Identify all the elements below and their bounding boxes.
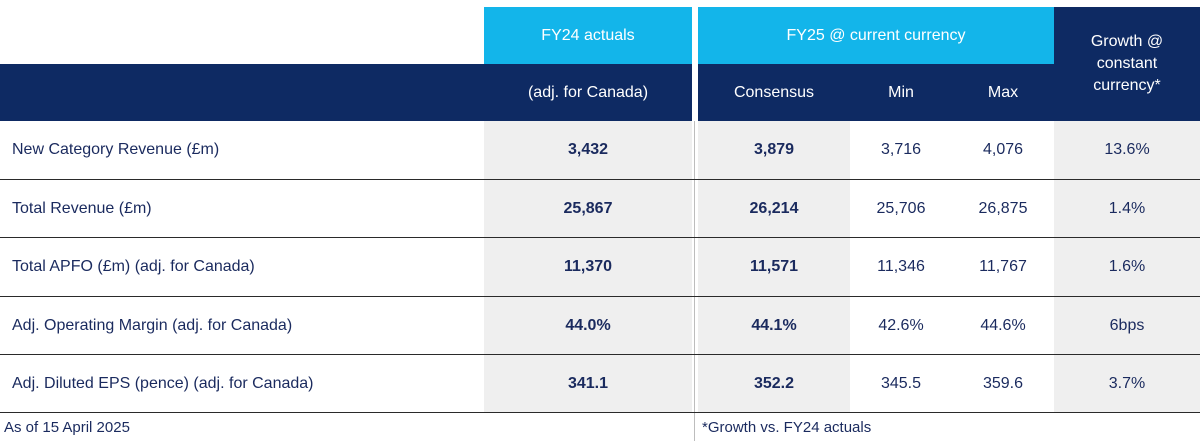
max-value: 359.6 [982,374,1024,392]
table-row-label: Adj. Operating Margin (adj. for Canada) [12,316,293,334]
table-row-label: Total Revenue (£m) [12,199,152,217]
max-value: 11,767 [979,258,1027,275]
header-band [0,64,1054,121]
min-value: 25,706 [876,199,926,217]
fy24-value: 11,370 [563,258,613,275]
consensus-value: 3,879 [753,141,795,158]
consensus-value: 11,571 [749,258,799,275]
max-header: Max [952,64,1054,121]
min-value: 11,346 [877,258,925,275]
fy24-value: 44.0% [565,316,611,334]
consensus-value: 44.1% [751,316,797,334]
max-value: 44.6% [980,316,1026,334]
min-header-label: Min [888,83,914,101]
consensus-header: Consensus [698,64,850,121]
fy25-header-label: FY25 @ current currency [786,26,966,44]
table-row-label: New Category Revenue (£m) [12,141,220,158]
fy24-value: 3,432 [567,141,609,158]
growth-footnote: *Growth vs. FY24 actuals [702,419,872,436]
growth-value: 1.6% [1108,258,1146,275]
growth-value: 6bps [1109,316,1145,334]
min-value: 42.6% [878,316,924,334]
consensus-header-label: Consensus [733,83,815,101]
max-value: 26,875 [978,199,1028,217]
min-header: Min [850,64,952,121]
fy24-value: 341.1 [567,374,609,392]
fy25-header: FY25 @ current currency [698,7,1054,64]
table-row-label: Adj. Diluted EPS (pence) (adj. for Canad… [12,374,314,392]
max-header-label: Max [987,83,1019,101]
fy24-subheader-label: (adj. for Canada) [527,83,649,101]
growth-value: 3.7% [1108,374,1146,392]
consensus-column-shade [698,121,850,413]
consensus-value: 352.2 [753,374,795,392]
min-value: 3,716 [880,141,922,158]
table-row-label: Total APFO (£m) (adj. for Canada) [12,258,255,275]
as-of-date-note: As of 15 April 2025 [4,419,130,436]
max-value: 4,076 [982,141,1024,158]
growth-value: 1.4% [1108,199,1146,217]
fy24-subheader: (adj. for Canada) [484,64,692,121]
fy24-column-shade [484,121,692,413]
growth-value: 13.6% [1104,141,1150,158]
consensus-value: 26,214 [749,199,799,217]
fy24-value: 25,867 [563,199,613,217]
growth-header: Growth @ constant currency* [1054,7,1200,121]
fy24-header-label: FY24 actuals [541,26,635,44]
fy24-header: FY24 actuals [484,7,692,64]
growth-column-shade [1054,121,1200,413]
growth-header-label: Growth @ constant currency* [1090,33,1164,94]
min-value: 345.5 [880,374,922,392]
